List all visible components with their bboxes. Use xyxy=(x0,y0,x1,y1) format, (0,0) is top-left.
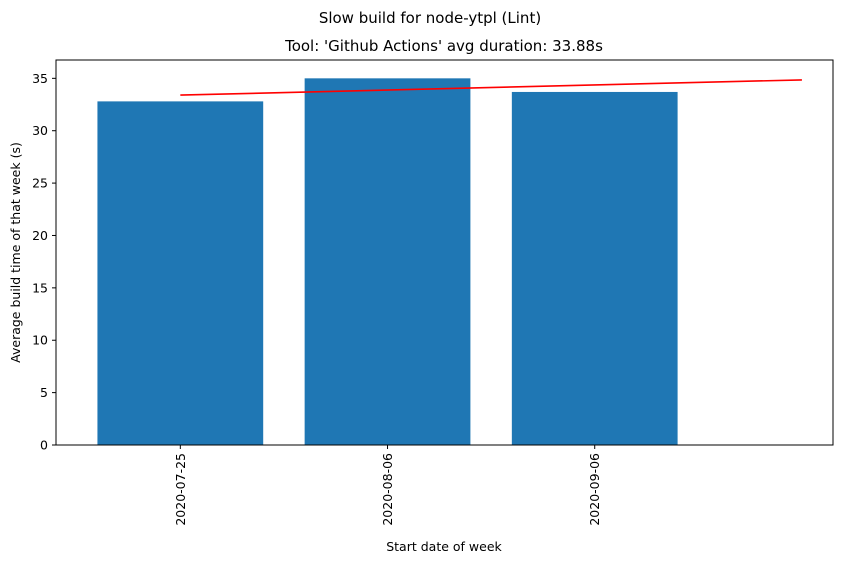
y-tick-label: 30 xyxy=(32,123,48,138)
y-tick-label: 0 xyxy=(40,438,48,453)
bar-2020-07-25 xyxy=(97,101,264,445)
y-tick-label: 35 xyxy=(32,71,48,86)
y-axis-label: Average build time of that week (s) xyxy=(8,142,23,363)
x-tick-label: 2020-08-06 xyxy=(380,453,395,526)
chart-title: Tool: 'Github Actions' avg duration: 33.… xyxy=(284,37,603,55)
x-tick-label: 2020-09-06 xyxy=(587,453,602,526)
chart-suptitle: Slow build for node-ytpl (Lint) xyxy=(319,9,541,27)
y-tick-label: 15 xyxy=(32,280,48,295)
y-tick-label: 5 xyxy=(40,385,48,400)
y-axis: 0 5 10 15 20 25 30 35 xyxy=(32,71,56,453)
x-tick-label: 2020-07-25 xyxy=(173,453,188,526)
trend-layer xyxy=(180,79,802,96)
x-axis-label: Start date of week xyxy=(386,539,502,554)
y-tick-label: 20 xyxy=(32,228,48,243)
bar-2020-08-06 xyxy=(304,78,471,445)
y-tick-label: 10 xyxy=(32,333,48,348)
plot-frame xyxy=(55,59,834,446)
trend-line xyxy=(180,79,802,96)
y-tick-label: 25 xyxy=(32,176,48,191)
bar-2020-09-06 xyxy=(511,91,678,445)
x-axis: 2020-07-25 2020-08-06 2020-09-06 xyxy=(173,445,602,526)
bars-layer xyxy=(97,78,678,445)
